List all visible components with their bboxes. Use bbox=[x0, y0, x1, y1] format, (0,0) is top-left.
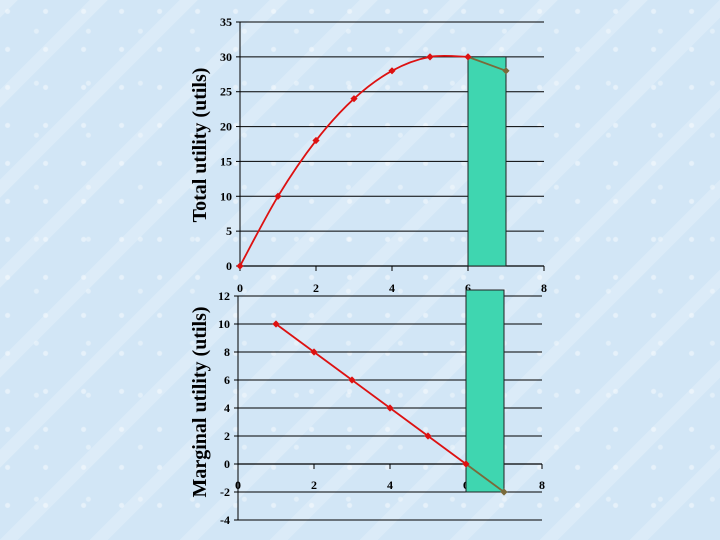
total-data-point bbox=[502, 67, 510, 75]
marginal-y-tick-label: 10 bbox=[218, 317, 230, 331]
total-y-tick-label: 10 bbox=[220, 189, 232, 203]
marginal-x-tick-label: 8 bbox=[539, 478, 545, 492]
total-x-tick-label: 4 bbox=[389, 281, 395, 295]
marginal-y-tick-label: 4 bbox=[224, 401, 230, 415]
total-x-tick-label: 0 bbox=[237, 281, 243, 295]
total-series-line bbox=[239, 54, 469, 267]
total-x-tick-label: 6 bbox=[465, 281, 471, 295]
total-y-tick-label: 5 bbox=[226, 224, 232, 238]
marginal-y-tick-label: 6 bbox=[224, 373, 230, 387]
marginal-utility-chart: -4-202468101202468 bbox=[218, 289, 545, 527]
total-y-tick-label: 0 bbox=[226, 259, 232, 273]
total-data-point bbox=[274, 192, 282, 200]
marginal-y-tick-label: 12 bbox=[218, 289, 230, 303]
marginal-data-point bbox=[424, 432, 432, 440]
total-y-tick-label: 20 bbox=[220, 120, 232, 134]
total-y-tick-label: 30 bbox=[220, 50, 232, 64]
marginal-data-point bbox=[462, 460, 470, 468]
marginal-data-point bbox=[348, 376, 356, 384]
marginal-y-tick-label: 2 bbox=[224, 429, 230, 443]
marginal-data-point bbox=[386, 404, 394, 412]
total-data-point bbox=[388, 67, 396, 75]
total-y-tick-label: 25 bbox=[220, 85, 232, 99]
total-data-point bbox=[350, 95, 358, 103]
total-data-point bbox=[312, 136, 320, 145]
total-utility-y-axis-label: Total utility (utils) bbox=[189, 68, 211, 223]
total-y-tick-label: 15 bbox=[220, 154, 232, 168]
marginal-data-point bbox=[500, 488, 508, 496]
total-series-line-highlight bbox=[467, 56, 507, 72]
marginal-series-line-highlight bbox=[465, 463, 505, 493]
total-data-point bbox=[464, 53, 472, 61]
marginal-x-tick-label: 4 bbox=[387, 478, 393, 492]
marginal-data-point bbox=[272, 320, 280, 328]
marginal-highlight-band bbox=[465, 289, 505, 493]
marginal-x-tick-label: 2 bbox=[311, 478, 317, 492]
marginal-y-tick-label: 0 bbox=[224, 457, 230, 471]
marginal-utility-y-axis-label: Marginal utility (utils) bbox=[189, 306, 211, 497]
total-utility-chart: 0 5 10 15 20 25 30 35 0 2 4 6 8 bbox=[220, 15, 547, 295]
total-highlight-band bbox=[467, 56, 507, 267]
marginal-y-tick-label: -4 bbox=[220, 513, 230, 527]
total-data-point bbox=[236, 262, 244, 270]
marginal-y-tick-label: -2 bbox=[220, 485, 230, 499]
marginal-y-tick-label: 8 bbox=[224, 345, 230, 359]
marginal-data-point bbox=[310, 348, 318, 356]
total-data-point bbox=[426, 53, 434, 61]
marginal-x-tick-label: 0 bbox=[235, 478, 241, 492]
marginal-series-line bbox=[275, 323, 467, 465]
total-x-tick-label: 8 bbox=[541, 281, 547, 295]
total-y-tick-label: 35 bbox=[220, 15, 232, 29]
total-x-tick-label: 2 bbox=[313, 281, 319, 295]
